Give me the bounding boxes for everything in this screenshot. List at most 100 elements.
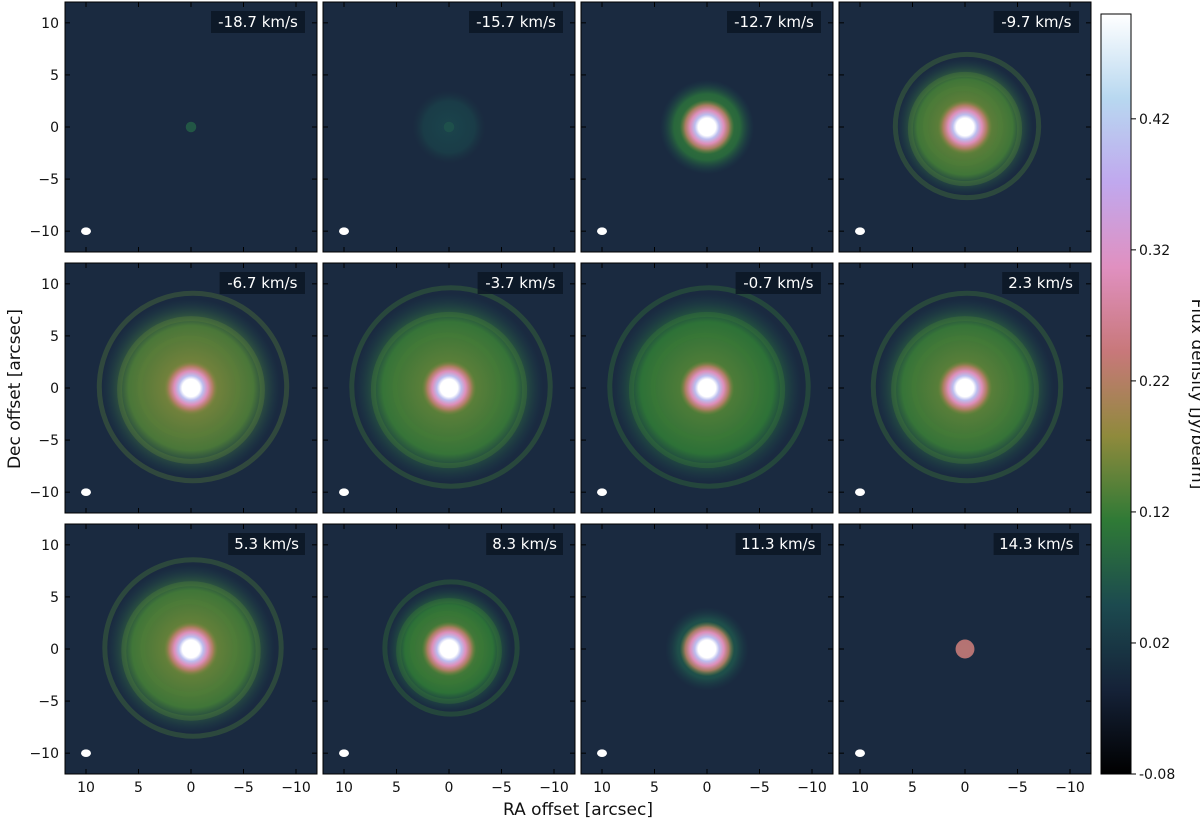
x-tick-label: 0 xyxy=(703,780,712,796)
y-tick-label: 10 xyxy=(41,16,59,32)
velocity-label-box xyxy=(993,533,1079,555)
shell-arc xyxy=(922,85,1004,167)
panel-image xyxy=(839,2,1091,252)
panel-image xyxy=(839,263,1091,513)
velocity-label: -15.7 km/s xyxy=(476,13,556,31)
channel-panel: -6.7 km/s 10 5 0 −5 −10 xyxy=(29,262,318,514)
colorbar-title: Flux density [Jy/beam] xyxy=(1187,299,1200,490)
y-tick-label: 0 xyxy=(50,642,59,658)
beam-ellipse xyxy=(855,749,865,757)
x-tick-label: 0 xyxy=(187,780,196,796)
colorbar-tick-label: 0.42 xyxy=(1139,112,1170,128)
colorbar-tick-label: -0.08 xyxy=(1139,767,1175,783)
beam-ellipse xyxy=(339,749,349,757)
velocity-label: -0.7 km/s xyxy=(743,274,813,292)
x-tick-label: 0 xyxy=(961,780,970,796)
channel-panel: -15.7 km/s xyxy=(322,1,576,253)
x-tick-label: −10 xyxy=(1055,780,1085,796)
velocity-label: 8.3 km/s xyxy=(492,535,557,553)
colorbar-tick-label: 0.32 xyxy=(1139,243,1170,259)
x-tick-label: 10 xyxy=(335,780,353,796)
y-tick-label: 5 xyxy=(50,590,59,606)
colorbar-frame xyxy=(1100,13,1132,775)
channel-panel: 5.3 km/s 10 10 5 5 0 0 −5 −5 −10 −10 xyxy=(29,523,318,796)
panel-grid: -18.7 km/s 10 5 0 −5 −10 -15.7 km/s -12.7 km/s -… xyxy=(29,1,1092,796)
velocity-label-box xyxy=(735,272,821,294)
y-tick-label: −10 xyxy=(29,746,59,762)
beam-ellipse xyxy=(81,749,91,757)
shell-arc xyxy=(370,311,528,469)
channel-panel: 14.3 km/s 10 5 0 −5 −10 xyxy=(838,523,1092,796)
panel-image xyxy=(323,263,575,513)
beam-ellipse xyxy=(81,488,91,496)
panel-image xyxy=(65,263,317,513)
velocity-label-box xyxy=(1002,272,1079,294)
beam-ellipse xyxy=(855,227,865,235)
x-tick-label: 0 xyxy=(445,780,454,796)
velocity-label-box xyxy=(993,11,1079,33)
colorbar-gradient xyxy=(1101,14,1131,774)
beam-ellipse xyxy=(855,488,865,496)
panel-image xyxy=(323,524,575,774)
channel-panel: -12.7 km/s xyxy=(580,1,834,253)
beam-ellipse xyxy=(597,749,607,757)
x-tick-label: −10 xyxy=(797,780,827,796)
shell-arc xyxy=(102,557,284,739)
central-core xyxy=(679,360,735,416)
shell-arc xyxy=(870,290,1064,484)
shell-arc xyxy=(392,332,502,442)
central-core xyxy=(421,360,477,416)
central-core xyxy=(679,99,735,155)
x-tick-label: 5 xyxy=(392,780,401,796)
x-tick-label: −5 xyxy=(233,780,254,796)
y-tick-label: −10 xyxy=(29,485,59,501)
velocity-label-box xyxy=(477,272,563,294)
shell-arc xyxy=(349,285,553,489)
x-tick-label: 10 xyxy=(77,780,95,796)
central-core xyxy=(163,621,219,677)
velocity-label: 11.3 km/s xyxy=(741,535,816,553)
velocity-label: 14.3 km/s xyxy=(999,535,1074,553)
panel-image xyxy=(581,2,833,252)
colorbar: 0.42 0.32 0.22 0.12 0.02 -0.08 xyxy=(1100,13,1175,783)
panel-image xyxy=(65,2,317,252)
colorbar-tick-label: 0.02 xyxy=(1139,636,1170,652)
shell-arc xyxy=(892,51,1042,201)
shell-arc xyxy=(907,71,1023,187)
shell-arc xyxy=(650,332,760,442)
shell-arc xyxy=(121,581,261,721)
channel-panel: -0.7 km/s xyxy=(580,262,834,514)
shell-arc xyxy=(628,311,786,469)
velocity-label-box xyxy=(228,533,305,555)
y-tick-label: −5 xyxy=(38,694,59,710)
shell-arc xyxy=(396,598,502,704)
channel-panel: -18.7 km/s 10 5 0 −5 −10 xyxy=(29,1,318,253)
shell-arc xyxy=(96,290,290,484)
central-core xyxy=(937,360,993,416)
x-tick-label: 5 xyxy=(908,780,917,796)
central-core xyxy=(679,621,735,677)
shell-arc xyxy=(911,335,1015,439)
x-tick-label: 5 xyxy=(650,780,659,796)
panel-image xyxy=(839,524,1091,774)
y-tick-label: 5 xyxy=(50,68,59,84)
y-tick-label: 5 xyxy=(50,329,59,345)
shell-arc xyxy=(891,316,1039,464)
panel-image xyxy=(323,2,575,252)
central-core xyxy=(421,621,477,677)
central-core xyxy=(185,121,197,133)
beam-ellipse xyxy=(597,488,607,496)
shell-arc xyxy=(117,316,265,464)
y-tick-label: 10 xyxy=(41,538,59,554)
beam-ellipse xyxy=(339,227,349,235)
x-tick-label: −10 xyxy=(281,780,311,796)
beam-ellipse xyxy=(597,227,607,235)
velocity-label-box xyxy=(219,272,305,294)
velocity-label: -18.7 km/s xyxy=(218,13,298,31)
y-tick-label: 0 xyxy=(50,120,59,136)
shell-arc xyxy=(137,335,241,439)
beam-ellipse xyxy=(81,227,91,235)
central-core xyxy=(955,639,975,659)
